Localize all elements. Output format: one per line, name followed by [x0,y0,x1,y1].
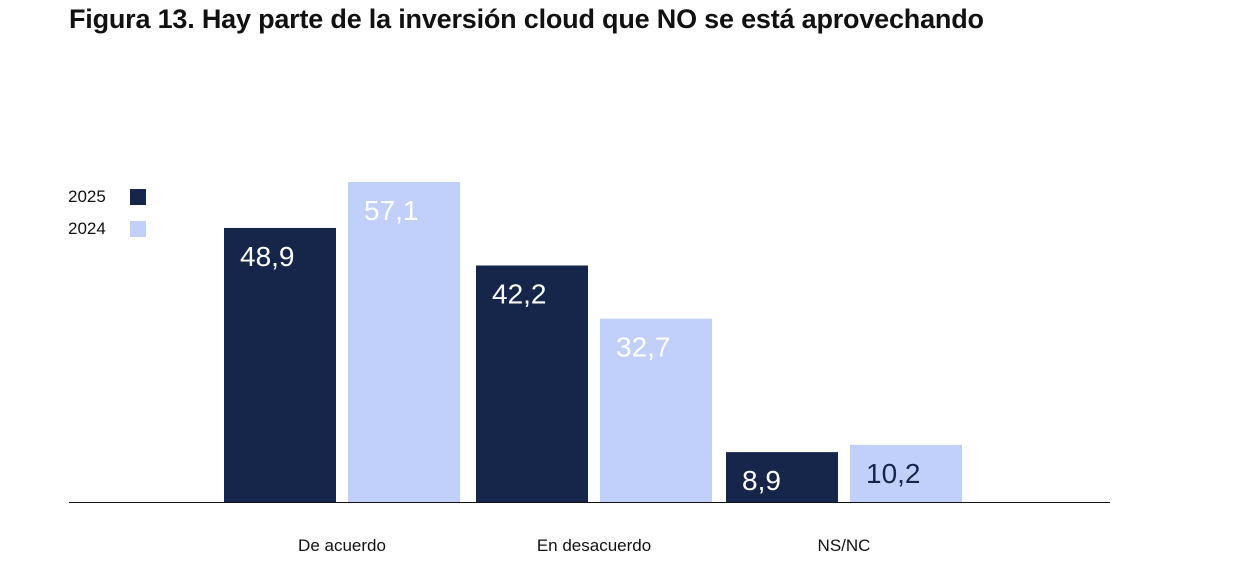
bar-2024-2 [850,444,962,502]
data-label-2024-0: 57,1 [364,195,419,226]
legend-label-2024: 2024 [68,219,106,238]
legend-label-2025: 2025 [68,187,106,206]
legend: 2025 2024 [68,181,146,245]
category-label-2: NS/NC [818,536,871,555]
bar-2025-2 [726,452,838,502]
category-label-0: De acuerdo [298,536,386,555]
data-label-2025-2: 8,9 [742,465,781,496]
data-label-2025-0: 48,9 [240,241,295,272]
legend-swatch-2025 [130,189,146,205]
legend-item-2025: 2025 [68,181,146,213]
data-label-2024-2: 10,2 [866,458,921,489]
legend-swatch-2024 [130,221,146,237]
data-label-2024-1: 32,7 [616,332,671,363]
data-label-2025-1: 42,2 [492,279,547,310]
bar-2024-1 [600,318,712,502]
bar-2024-0 [348,182,460,502]
category-label-1: En desacuerdo [537,536,651,555]
chart-title: Figura 13. Hay parte de la inversión clo… [69,4,984,34]
bar-2025-0 [224,227,336,502]
bar-2025-1 [476,265,588,502]
legend-item-2024: 2024 [68,213,146,245]
